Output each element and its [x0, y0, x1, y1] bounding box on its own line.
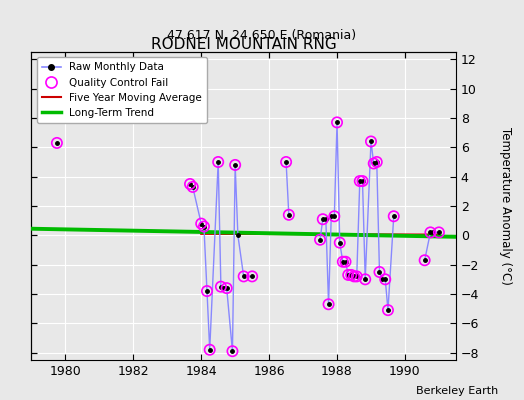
Quality Control Fail: [248, 273, 256, 280]
Quality Control Fail: [347, 272, 355, 278]
Quality Control Fail: [375, 269, 384, 275]
Quality Control Fail: [197, 220, 205, 227]
Quality Control Fail: [316, 236, 324, 243]
Quality Control Fail: [341, 258, 350, 265]
Quality Control Fail: [330, 213, 339, 220]
Quality Control Fail: [231, 162, 239, 168]
Quality Control Fail: [335, 240, 344, 246]
Quality Control Fail: [324, 301, 333, 308]
Quality Control Fail: [350, 273, 358, 280]
Quality Control Fail: [214, 159, 222, 165]
Quality Control Fail: [228, 348, 237, 354]
Quality Control Fail: [426, 229, 434, 236]
Quality Control Fail: [353, 273, 361, 280]
Quality Control Fail: [189, 184, 197, 190]
Quality Control Fail: [367, 138, 375, 145]
Text: 47.617 N, 24.650 E (Romania): 47.617 N, 24.650 E (Romania): [168, 29, 356, 42]
Quality Control Fail: [344, 272, 353, 278]
Quality Control Fail: [282, 159, 290, 165]
Quality Control Fail: [358, 178, 367, 184]
Quality Control Fail: [239, 273, 248, 280]
Quality Control Fail: [200, 223, 208, 230]
Quality Control Fail: [223, 285, 231, 291]
Quality Control Fail: [333, 119, 341, 126]
Quality Control Fail: [381, 276, 389, 282]
Quality Control Fail: [339, 258, 347, 265]
Text: Berkeley Earth: Berkeley Earth: [416, 386, 498, 396]
Quality Control Fail: [420, 257, 429, 264]
Quality Control Fail: [319, 216, 327, 222]
Quality Control Fail: [217, 284, 225, 290]
Title: RODNEI MOUNTAIN RNG: RODNEI MOUNTAIN RNG: [151, 37, 336, 52]
Quality Control Fail: [369, 160, 378, 167]
Quality Control Fail: [361, 276, 369, 282]
Quality Control Fail: [373, 159, 381, 165]
Quality Control Fail: [356, 178, 364, 184]
Five Year Moving Average: [436, 232, 442, 237]
Five Year Moving Average: [198, 232, 204, 236]
Quality Control Fail: [384, 307, 392, 313]
Quality Control Fail: [435, 229, 443, 236]
Legend: Raw Monthly Data, Quality Control Fail, Five Year Moving Average, Long-Term Tren: Raw Monthly Data, Quality Control Fail, …: [37, 57, 207, 123]
Quality Control Fail: [186, 181, 194, 187]
Quality Control Fail: [205, 346, 214, 353]
Quality Control Fail: [203, 288, 211, 294]
Quality Control Fail: [53, 140, 61, 146]
Quality Control Fail: [285, 212, 293, 218]
Quality Control Fail: [389, 213, 398, 220]
Y-axis label: Temperature Anomaly (°C): Temperature Anomaly (°C): [499, 127, 511, 285]
